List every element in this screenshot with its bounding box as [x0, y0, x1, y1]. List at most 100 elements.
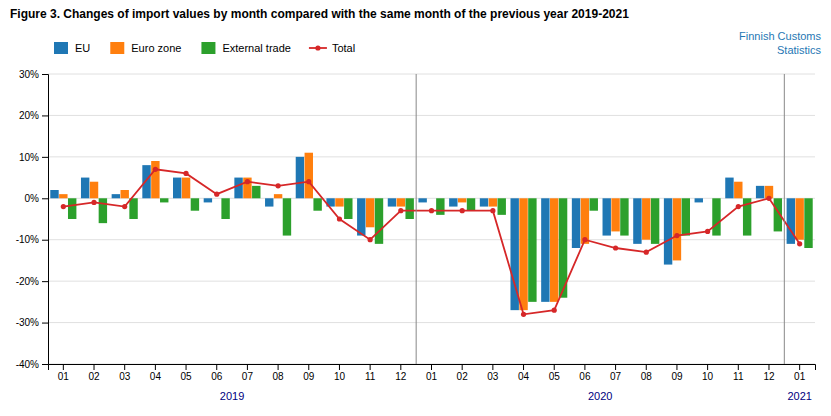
tick-mark [492, 364, 493, 370]
year-label: 2019 [220, 390, 244, 402]
tick-label: 12 [395, 371, 407, 382]
tick-label: 02 [457, 371, 469, 382]
tick: 08 [641, 364, 653, 382]
year-label: 2021 [787, 390, 811, 402]
bar [265, 198, 273, 206]
tick-mark [339, 364, 340, 370]
tick-label: 10 [334, 371, 346, 382]
bar [620, 198, 628, 235]
bar [603, 198, 611, 235]
tick-label: 03 [487, 371, 499, 382]
tick: 07 [610, 364, 622, 382]
bar [252, 186, 260, 198]
bar [528, 198, 536, 302]
bar [313, 198, 321, 210]
legend-swatch [315, 45, 320, 50]
bar [204, 198, 212, 202]
point [153, 167, 158, 172]
tick-mark [799, 364, 800, 370]
chart: Figure 3. Changes of import values by mo… [0, 0, 831, 416]
bar [458, 198, 466, 202]
tick-mark [42, 323, 48, 324]
bar [572, 198, 580, 248]
tick: -30% [16, 317, 48, 328]
bar [418, 198, 426, 202]
tick-label: -40% [16, 359, 39, 370]
bar [642, 198, 650, 239]
bar-series [68, 186, 813, 302]
tick-mark [431, 364, 432, 370]
tick-label: 06 [211, 371, 223, 382]
point [306, 179, 311, 184]
tick: -40% [16, 359, 48, 370]
tick-mark [42, 198, 48, 199]
legend-item: Total [309, 42, 355, 54]
grid-line [48, 322, 815, 323]
tick: 01 [794, 364, 806, 382]
bar [99, 198, 107, 223]
tick-mark [247, 364, 248, 370]
tick: 03 [487, 364, 499, 382]
bar [664, 198, 672, 264]
tick-label: 01 [794, 371, 806, 382]
tick-label: 08 [273, 371, 285, 382]
bar-series [50, 157, 795, 310]
bar [59, 194, 67, 198]
legend-label: EU [75, 42, 90, 54]
bar [213, 198, 221, 199]
tick-label: -20% [16, 276, 39, 287]
bar [712, 198, 720, 235]
point [552, 308, 557, 313]
tick-label: 11 [733, 371, 744, 382]
bar [112, 194, 120, 198]
grid-line [48, 115, 815, 116]
bar [388, 198, 396, 206]
point [276, 183, 281, 188]
legend-swatch [110, 42, 124, 54]
data [50, 153, 812, 317]
bar [436, 198, 444, 215]
bar [243, 178, 251, 199]
tick-mark [124, 364, 125, 370]
bar [234, 178, 242, 199]
tick: 04 [518, 364, 530, 382]
bar [357, 198, 365, 235]
tick: 12 [763, 364, 775, 382]
bar [366, 198, 374, 227]
tick-label: 0% [25, 193, 40, 204]
line [63, 169, 799, 314]
point [183, 171, 188, 176]
grid-line [48, 281, 815, 282]
point [613, 245, 618, 250]
bar [120, 190, 128, 198]
tick-label: 09 [303, 371, 315, 382]
bar [590, 198, 598, 210]
legend-label: External trade [222, 42, 290, 54]
tick: 06 [579, 364, 591, 382]
tick-label: 09 [671, 371, 683, 382]
tick: 10 [334, 364, 346, 382]
point [674, 233, 679, 238]
tick: 0% [25, 193, 48, 204]
point [429, 208, 434, 213]
tick-label: 01 [426, 371, 438, 382]
point [122, 204, 127, 209]
bar [673, 198, 681, 260]
tick: 12 [395, 364, 407, 382]
tick-mark [42, 281, 48, 282]
tick-label: 02 [88, 371, 100, 382]
bar [804, 198, 812, 248]
point [61, 204, 66, 209]
bar [344, 198, 352, 219]
tick-label: 05 [549, 371, 561, 382]
tick-label: 10 [702, 371, 714, 382]
point [398, 208, 403, 213]
tick-label: 06 [579, 371, 591, 382]
bar [633, 198, 641, 244]
bar [703, 198, 711, 199]
x-axis: 0102030405060708091011120102030405060708… [49, 364, 816, 382]
tick: 04 [150, 364, 162, 382]
point [460, 208, 465, 213]
plot: -40%-30%-20%-10%0%10%20%30%0102030405060… [16, 69, 816, 402]
bar [160, 198, 168, 202]
